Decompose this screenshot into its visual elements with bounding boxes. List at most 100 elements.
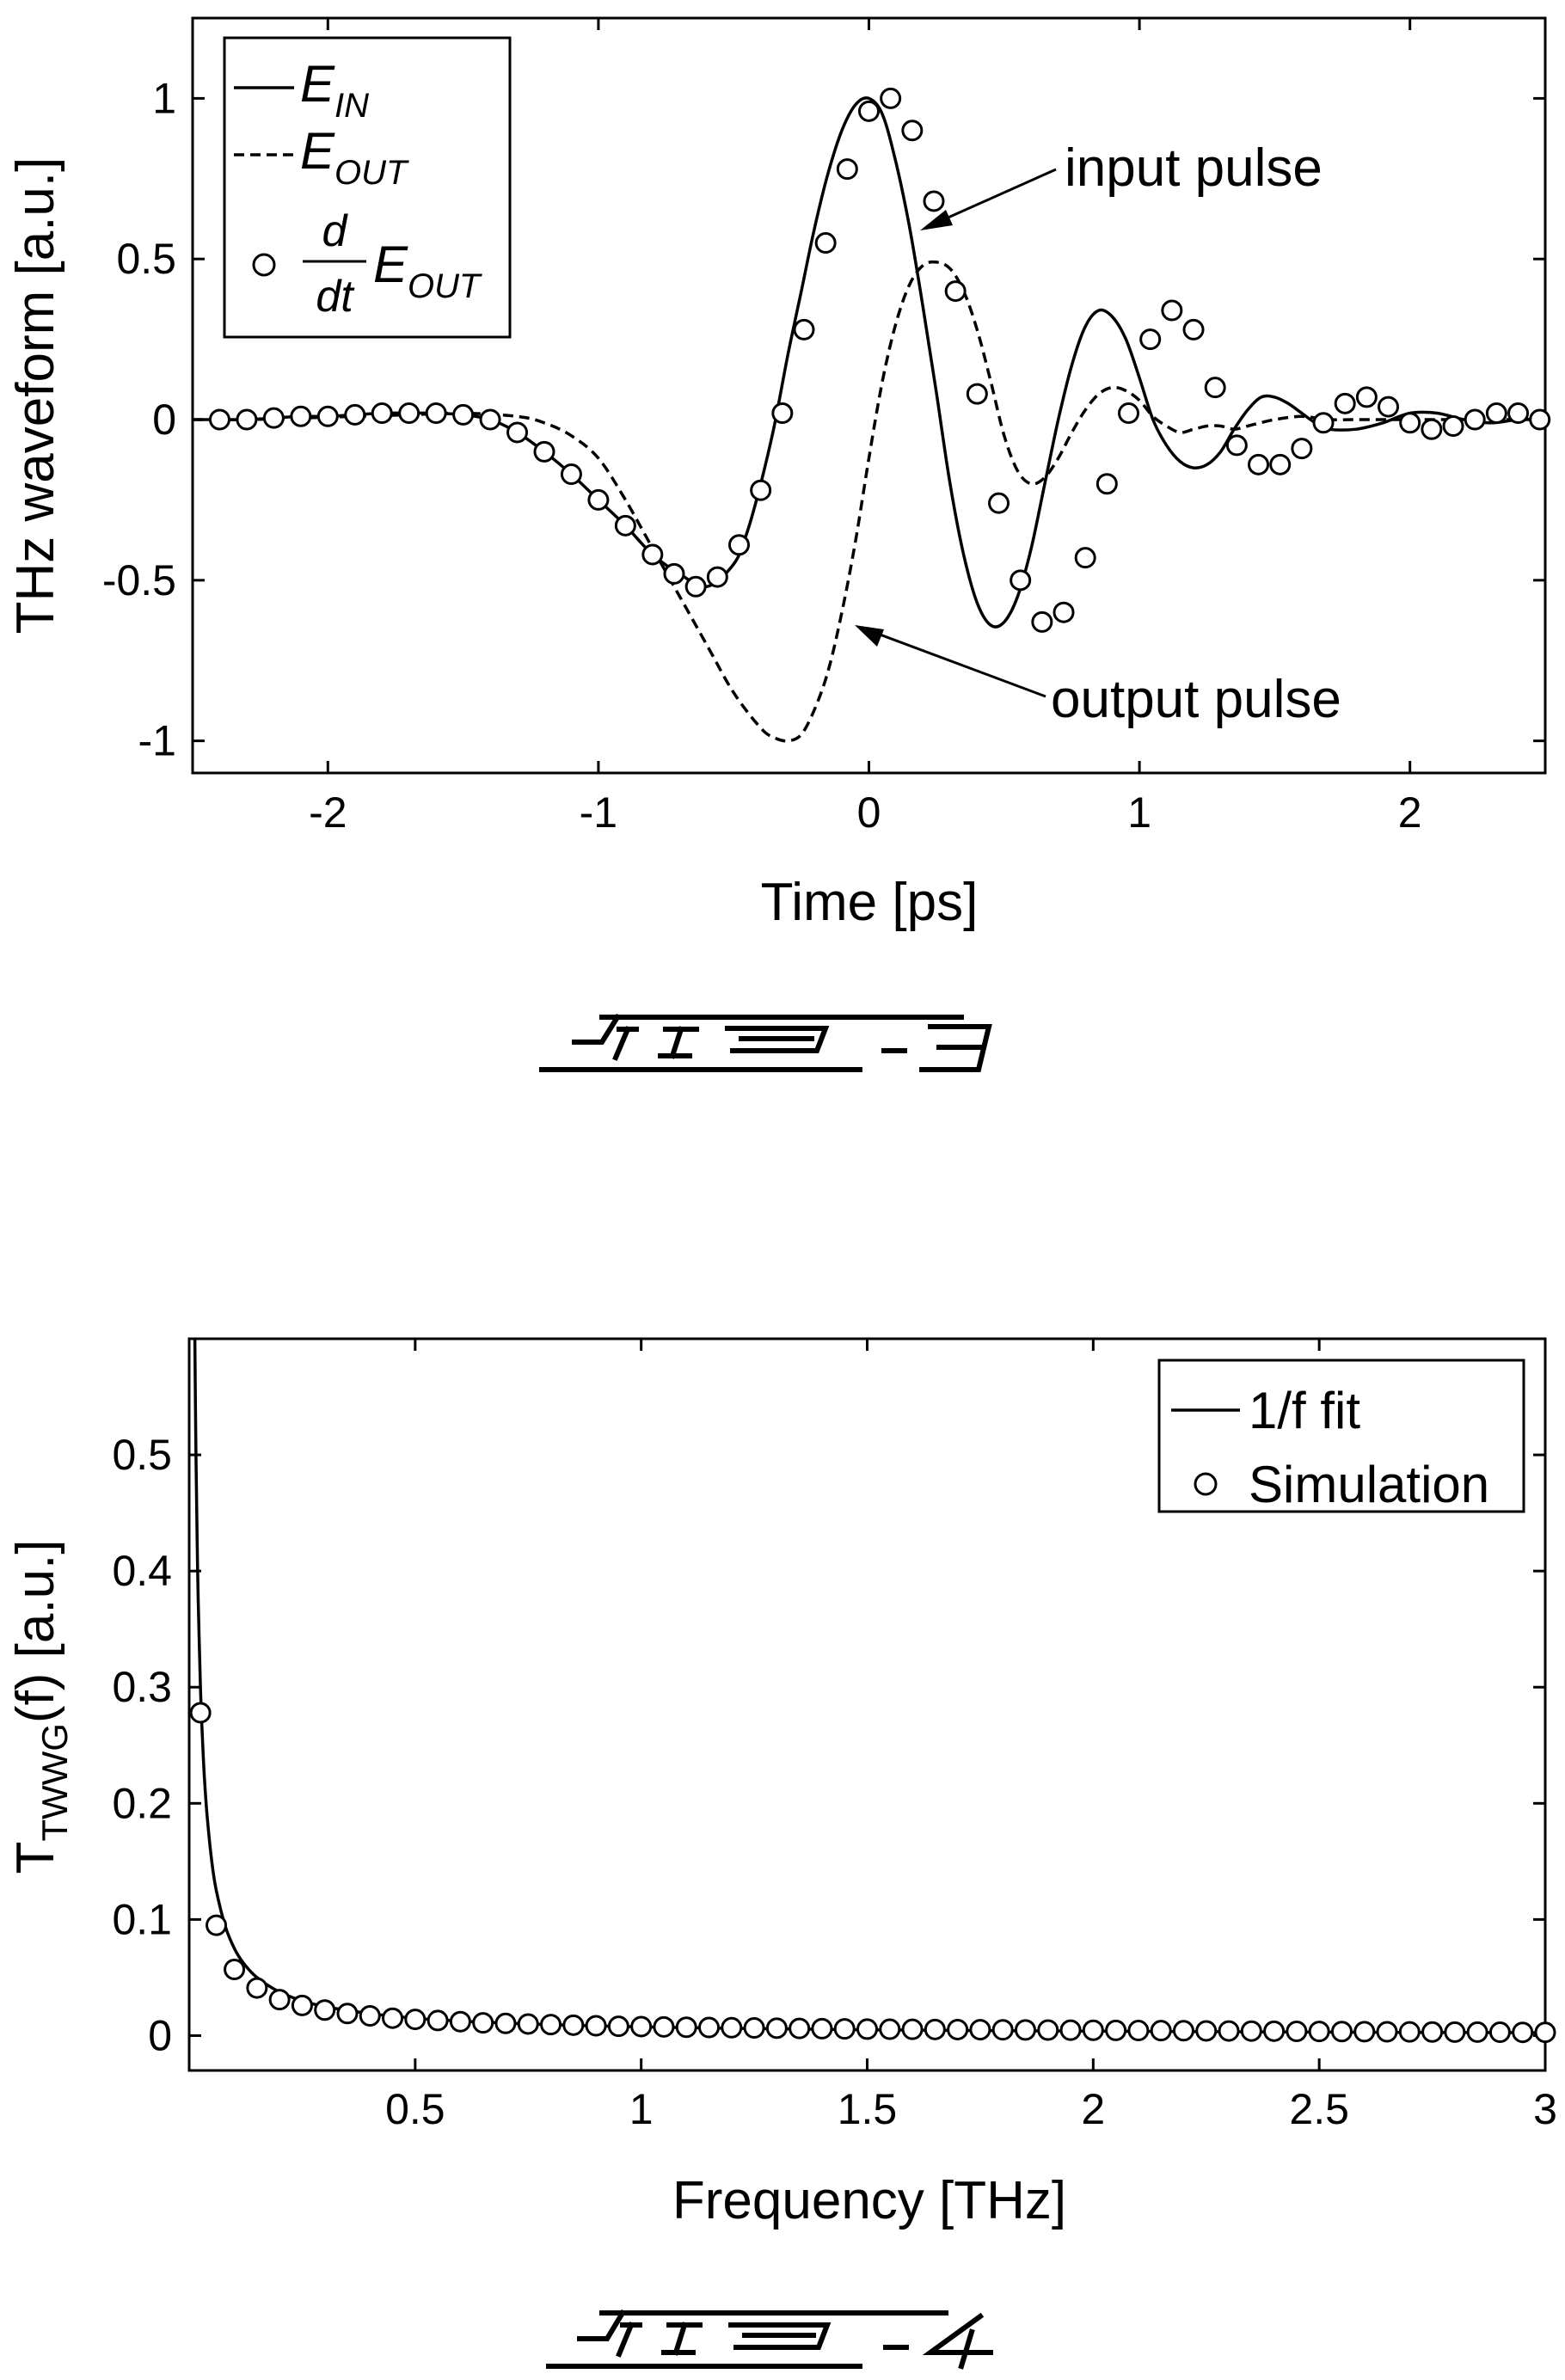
data-point <box>359 2005 381 2027</box>
y-axis-label-sub: TWWG <box>34 1723 75 1842</box>
data-point <box>1105 2019 1127 2041</box>
data-point <box>856 2018 878 2040</box>
annotation-arrow-output <box>861 626 1046 698</box>
data-point <box>1248 453 1270 475</box>
data-point <box>236 408 258 431</box>
data-point <box>382 2007 404 2029</box>
x-tick-label: 1 <box>629 2085 654 2133</box>
data-point <box>765 2017 788 2040</box>
legend-deriv-den: dt <box>316 272 355 322</box>
data-point <box>1376 2021 1398 2043</box>
markers-layer <box>208 87 1551 633</box>
y-tick-label: 0 <box>152 396 176 444</box>
legend-e-in-sub: IN <box>334 87 369 125</box>
data-point <box>560 463 582 486</box>
data-point <box>880 87 902 109</box>
data-point <box>291 1994 313 2016</box>
legend-label-fit: 1/f fit <box>1249 1382 1360 1439</box>
y-tick-label: 0.5 <box>116 235 176 283</box>
y-axis-label-base: T <box>6 1842 65 1874</box>
data-point <box>398 402 420 425</box>
data-point <box>427 2009 449 2032</box>
data-point <box>1010 569 1032 592</box>
data-point <box>988 492 1010 514</box>
data-point <box>947 2018 969 2040</box>
figure-label-fig-4 <box>546 2309 993 2370</box>
data-point <box>698 2016 721 2039</box>
annotation-output-pulse: output pulse <box>855 625 1341 729</box>
data-point <box>1172 2020 1194 2042</box>
data-point <box>208 408 230 431</box>
data-point <box>901 120 924 142</box>
data-point <box>585 2015 607 2037</box>
data-point <box>793 318 815 340</box>
data-point <box>1442 414 1464 437</box>
data-point <box>344 403 366 426</box>
data-point <box>1534 2021 1556 2044</box>
data-point <box>789 2017 811 2040</box>
data-point <box>1444 2021 1466 2043</box>
legend-deriv-base: E <box>373 236 408 293</box>
data-point <box>479 408 501 431</box>
y-tick-label: 0.4 <box>112 1547 172 1595</box>
y-tick-label: -1 <box>138 717 176 765</box>
data-point <box>1269 453 1292 475</box>
data-point <box>1263 2020 1286 2042</box>
data-point <box>1286 2020 1308 2042</box>
data-point <box>268 1989 291 2011</box>
data-point <box>1291 438 1313 460</box>
data-point <box>879 2018 901 2040</box>
data-point <box>969 2019 991 2041</box>
data-point <box>944 280 967 303</box>
annotation-label-output: output pulse <box>1051 670 1341 729</box>
axis-ticks: -2 -1 0 1 2 -1 -0.5 0 0.5 1 <box>102 18 1545 837</box>
data-point <box>836 158 858 181</box>
axis-ticks: 0.5 1 1.5 2 2.5 3 0 0.1 0.2 0.3 0.4 0.5 <box>112 1339 1557 2133</box>
x-tick-label: 0 <box>857 788 881 837</box>
data-point <box>811 2017 833 2040</box>
data-point <box>1529 408 1551 431</box>
data-point <box>1096 473 1118 495</box>
figure-label-fig-3 <box>539 1013 992 1072</box>
data-point <box>562 2014 585 2036</box>
data-point <box>727 534 750 556</box>
data-point <box>1399 412 1421 434</box>
data-point <box>1485 402 1507 425</box>
annotation-input-pulse: input pulse <box>920 138 1323 230</box>
markers-layer <box>189 1702 1556 2044</box>
data-point <box>1204 377 1226 399</box>
data-point <box>1150 2020 1172 2042</box>
x-tick-label: 0.5 <box>385 2085 445 2133</box>
data-point <box>540 2014 562 2036</box>
data-point <box>1037 2019 1059 2041</box>
x-tick-label: -2 <box>309 788 347 837</box>
data-point <box>425 402 447 425</box>
x-tick-label: 1 <box>1127 788 1151 837</box>
data-point <box>371 402 393 425</box>
data-point <box>1074 547 1096 569</box>
data-point <box>924 2018 946 2040</box>
data-point <box>1225 434 1248 457</box>
x-axis-label: Frequency [THz] <box>672 2171 1066 2230</box>
data-point <box>517 2013 539 2035</box>
data-point <box>1218 2020 1240 2042</box>
y-tick-label: 0.2 <box>112 1779 172 1827</box>
data-point <box>336 2003 359 2025</box>
y-axis-label: TTWWG(f) [a.u.] <box>6 1539 75 1874</box>
data-point <box>675 2016 697 2039</box>
data-point <box>587 488 610 511</box>
data-point <box>614 514 636 537</box>
arrowhead-output <box>855 625 884 647</box>
data-point <box>314 1999 336 2021</box>
data-point <box>1059 2019 1082 2041</box>
data-point <box>1182 318 1205 340</box>
data-point <box>663 562 685 585</box>
legend-label-e-in: EIN <box>300 55 369 125</box>
data-point <box>1334 392 1356 414</box>
data-point <box>246 1977 268 1999</box>
legend-box <box>1157 1359 1525 1513</box>
y-axis-label-rest: (f) [a.u.] <box>6 1539 65 1723</box>
legend-deriv-num: d <box>322 206 349 256</box>
data-point <box>1161 299 1183 322</box>
